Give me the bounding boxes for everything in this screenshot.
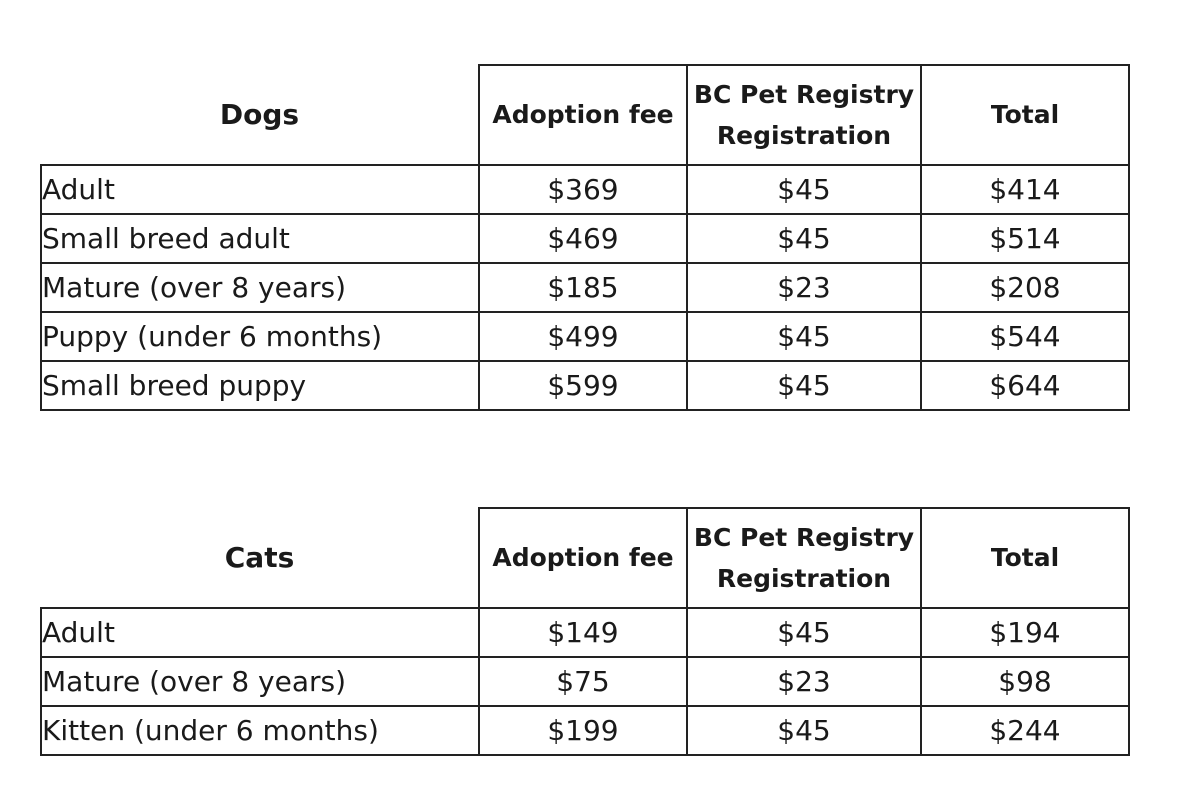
dogs-registry-header-line2: Registration xyxy=(716,121,892,150)
registration-cell: $45 xyxy=(686,705,922,756)
adoption-fee-cell: $369 xyxy=(478,164,688,215)
adoption-fee-cell: $185 xyxy=(478,262,688,313)
cats-registry-header: BC Pet Registry Registration xyxy=(686,507,922,609)
cats-total-header: Total xyxy=(920,507,1130,609)
adoption-fee-cell: $75 xyxy=(478,656,688,707)
total-cell: $194 xyxy=(920,607,1130,658)
adoption-fee-cell: $469 xyxy=(478,213,688,264)
table-row: Small breed adult $469 $45 $514 xyxy=(40,213,1130,264)
table-row: Puppy (under 6 months) $499 $45 $544 xyxy=(40,311,1130,362)
dogs-adoption-fee-header: Adoption fee xyxy=(478,64,688,166)
registration-cell: $45 xyxy=(686,311,922,362)
total-cell: $98 xyxy=(920,656,1130,707)
registration-cell: $45 xyxy=(686,360,922,411)
row-label: Kitten (under 6 months) xyxy=(40,705,480,756)
row-label: Mature (over 8 years) xyxy=(40,262,480,313)
registration-cell: $23 xyxy=(686,656,922,707)
table-row: Adult $369 $45 $414 xyxy=(40,164,1130,215)
cats-title: Cats xyxy=(41,508,479,609)
total-cell: $644 xyxy=(920,360,1130,411)
registration-cell: $45 xyxy=(686,213,922,264)
adoption-fee-cell: $599 xyxy=(478,360,688,411)
total-cell: $414 xyxy=(920,164,1130,215)
row-label: Small breed puppy xyxy=(40,360,480,411)
dogs-title: Dogs xyxy=(41,65,479,166)
cats-adoption-fee-header: Adoption fee xyxy=(478,507,688,609)
cats-registry-header-line2: Registration xyxy=(716,564,892,593)
row-label: Small breed adult xyxy=(40,213,480,264)
adoption-fee-cell: $199 xyxy=(478,705,688,756)
adoption-fee-cell: $499 xyxy=(478,311,688,362)
row-label: Puppy (under 6 months) xyxy=(40,311,480,362)
total-cell: $208 xyxy=(920,262,1130,313)
cats-header-row: Cats Adoption fee BC Pet Registry Regist… xyxy=(41,507,1130,609)
registration-cell: $45 xyxy=(686,164,922,215)
row-label: Mature (over 8 years) xyxy=(40,656,480,707)
total-cell: $544 xyxy=(920,311,1130,362)
adoption-fee-cell: $149 xyxy=(478,607,688,658)
cats-registry-header-line1: BC Pet Registry xyxy=(693,523,915,552)
row-label: Adult xyxy=(40,164,480,215)
registration-cell: $45 xyxy=(686,607,922,658)
cats-fee-table: Cats Adoption fee BC Pet Registry Regist… xyxy=(40,507,1130,756)
total-cell: $244 xyxy=(920,705,1130,756)
row-label: Adult xyxy=(40,607,480,658)
table-row: Kitten (under 6 months) $199 $45 $244 xyxy=(40,705,1130,756)
table-row: Mature (over 8 years) $75 $23 $98 xyxy=(40,656,1130,707)
dogs-registry-header: BC Pet Registry Registration xyxy=(686,64,922,166)
table-row: Small breed puppy $599 $45 $644 xyxy=(40,360,1130,411)
total-cell: $514 xyxy=(920,213,1130,264)
registration-cell: $23 xyxy=(686,262,922,313)
table-row: Adult $149 $45 $194 xyxy=(40,607,1130,658)
dogs-header-row: Dogs Adoption fee BC Pet Registry Regist… xyxy=(41,64,1130,166)
dogs-total-header: Total xyxy=(920,64,1130,166)
dogs-registry-header-line1: BC Pet Registry xyxy=(693,80,915,109)
table-row: Mature (over 8 years) $185 $23 $208 xyxy=(40,262,1130,313)
dogs-fee-table: Dogs Adoption fee BC Pet Registry Regist… xyxy=(40,64,1130,411)
